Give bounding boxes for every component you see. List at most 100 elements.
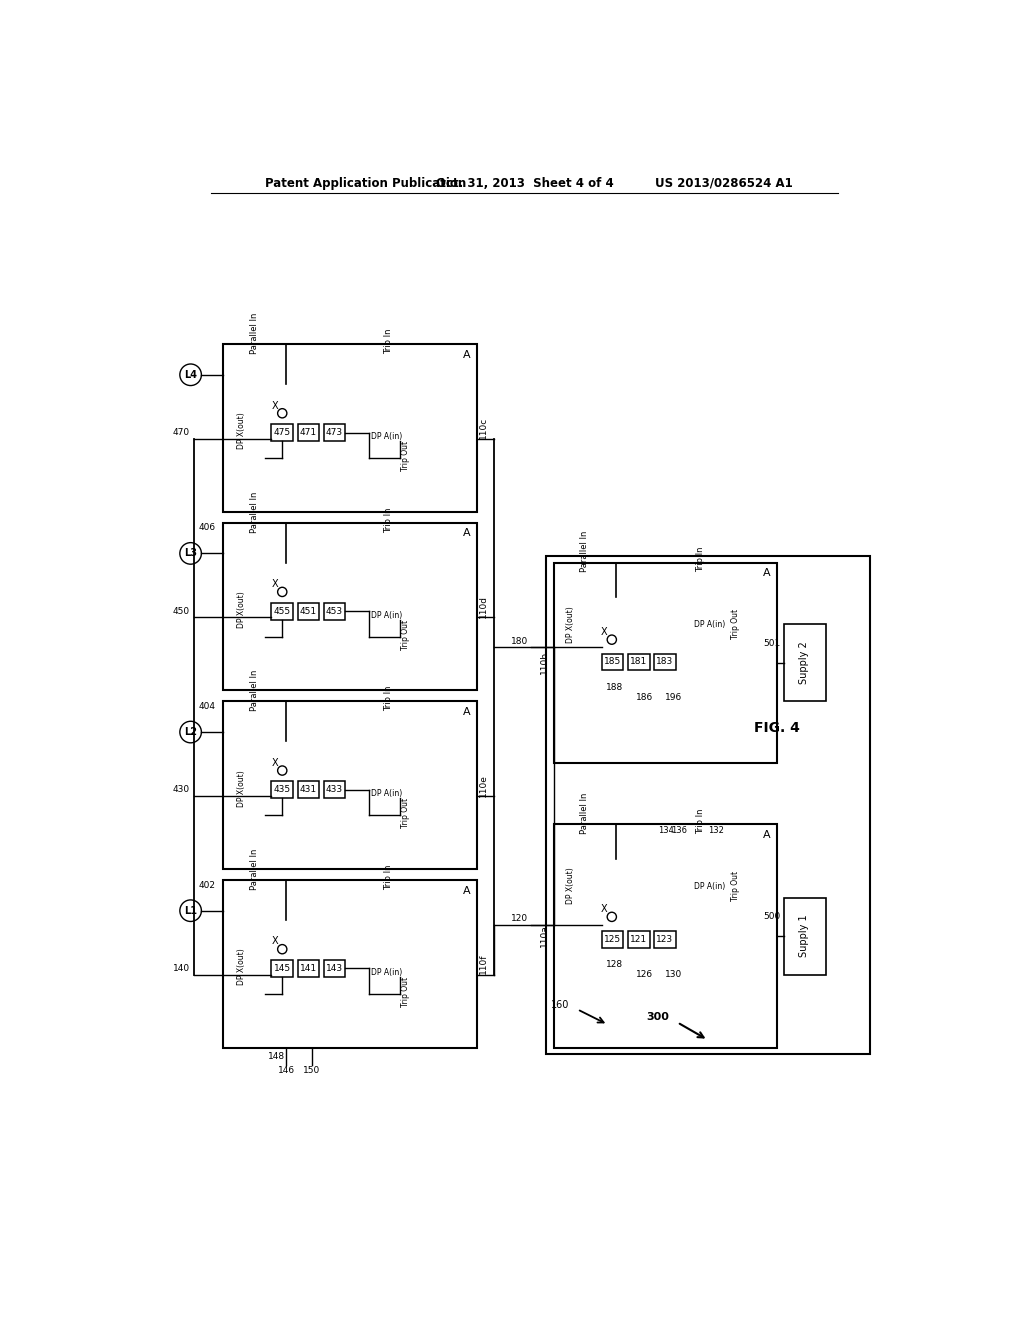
Bar: [602, 931, 624, 948]
Bar: [554, 562, 777, 763]
Text: X: X: [271, 579, 278, 589]
Text: 402: 402: [199, 880, 215, 890]
Text: 123: 123: [656, 935, 674, 944]
Bar: [298, 603, 319, 619]
Text: 130: 130: [665, 970, 682, 979]
Text: 406: 406: [199, 524, 215, 532]
Text: 110a: 110a: [541, 925, 549, 948]
Bar: [628, 931, 649, 948]
Text: X: X: [271, 936, 278, 946]
Text: 431: 431: [300, 785, 317, 795]
Text: 140: 140: [173, 964, 189, 973]
Text: Parallel In: Parallel In: [250, 491, 259, 533]
Text: US 2013/0286524 A1: US 2013/0286524 A1: [655, 177, 793, 190]
Bar: [324, 781, 345, 799]
Text: Trip Out: Trip Out: [730, 871, 739, 902]
Text: Trip In: Trip In: [696, 546, 705, 572]
Bar: [324, 603, 345, 619]
Text: 470: 470: [173, 428, 189, 437]
Text: 451: 451: [300, 607, 317, 615]
Bar: [271, 603, 293, 619]
Text: Trip In: Trip In: [384, 686, 393, 711]
Bar: [602, 653, 624, 671]
Text: A: A: [463, 528, 470, 539]
Text: DP X(out): DP X(out): [237, 949, 246, 985]
Text: 132: 132: [708, 826, 724, 836]
Text: DP A(in): DP A(in): [694, 620, 725, 628]
Text: Supply 2: Supply 2: [800, 642, 809, 684]
Text: A: A: [463, 350, 470, 360]
Text: L3: L3: [184, 548, 197, 558]
Text: 110e: 110e: [479, 774, 487, 796]
Text: Trip Out: Trip Out: [401, 799, 410, 829]
Bar: [223, 345, 477, 512]
Text: 141: 141: [300, 964, 317, 973]
Bar: [223, 701, 477, 869]
Bar: [654, 931, 676, 948]
Bar: [298, 424, 319, 441]
Text: 110c: 110c: [479, 417, 487, 440]
Text: DP A(in): DP A(in): [371, 789, 402, 799]
Text: 501: 501: [763, 639, 780, 648]
Text: 430: 430: [173, 785, 189, 795]
Text: Parallel In: Parallel In: [250, 669, 259, 711]
Text: 110d: 110d: [479, 595, 487, 618]
Text: 500: 500: [763, 912, 780, 921]
Bar: [223, 523, 477, 690]
Text: DP A(in): DP A(in): [371, 432, 402, 441]
Text: 455: 455: [273, 607, 291, 615]
Text: 183: 183: [656, 657, 674, 667]
Text: Oct. 31, 2013  Sheet 4 of 4: Oct. 31, 2013 Sheet 4 of 4: [436, 177, 613, 190]
Text: 435: 435: [273, 785, 291, 795]
Text: 186: 186: [636, 693, 653, 702]
Text: 185: 185: [604, 657, 622, 667]
Bar: [271, 781, 293, 799]
Text: Patent Application Publication: Patent Application Publication: [265, 177, 467, 190]
Text: 475: 475: [273, 428, 291, 437]
Text: X: X: [271, 758, 278, 768]
Text: Trip Out: Trip Out: [401, 977, 410, 1007]
Bar: [783, 624, 826, 701]
Text: 160: 160: [551, 1001, 569, 1010]
Text: Parallel In: Parallel In: [250, 849, 259, 890]
Text: Trip In: Trip In: [696, 808, 705, 834]
Text: 125: 125: [604, 935, 622, 944]
Text: 433: 433: [326, 785, 343, 795]
Text: 121: 121: [630, 935, 647, 944]
Text: A: A: [463, 886, 470, 896]
Bar: [628, 653, 649, 671]
Text: 453: 453: [326, 607, 343, 615]
Text: A: A: [763, 830, 770, 841]
Text: 145: 145: [273, 964, 291, 973]
Text: L2: L2: [184, 727, 197, 737]
Text: 404: 404: [199, 702, 215, 711]
Text: Trip Out: Trip Out: [401, 619, 410, 649]
Text: L4: L4: [184, 370, 197, 380]
Text: A: A: [463, 708, 470, 717]
Text: Trip In: Trip In: [384, 865, 393, 890]
Text: Trip In: Trip In: [384, 329, 393, 354]
Text: Trip Out: Trip Out: [401, 441, 410, 471]
Text: 120: 120: [511, 913, 528, 923]
Text: 471: 471: [300, 428, 317, 437]
Text: X: X: [601, 627, 607, 638]
Bar: [271, 960, 293, 977]
Text: Supply 1: Supply 1: [800, 915, 809, 957]
Text: Trip In: Trip In: [384, 507, 393, 533]
Text: 196: 196: [665, 693, 682, 702]
Text: 150: 150: [303, 1067, 321, 1076]
Text: DP X(out): DP X(out): [237, 413, 246, 449]
Text: 450: 450: [173, 607, 189, 615]
Text: Parallel In: Parallel In: [581, 792, 590, 834]
Text: DP A(in): DP A(in): [371, 611, 402, 619]
Text: DP X(out): DP X(out): [237, 770, 246, 807]
Text: DP X(out): DP X(out): [566, 867, 575, 904]
Text: A: A: [763, 569, 770, 578]
Text: DP A(in): DP A(in): [694, 882, 725, 891]
Text: DP X(out): DP X(out): [566, 606, 575, 643]
Text: 180: 180: [511, 636, 528, 645]
Text: 110b: 110b: [541, 651, 549, 675]
Bar: [324, 424, 345, 441]
Text: 473: 473: [326, 428, 343, 437]
Text: 148: 148: [268, 1052, 286, 1061]
